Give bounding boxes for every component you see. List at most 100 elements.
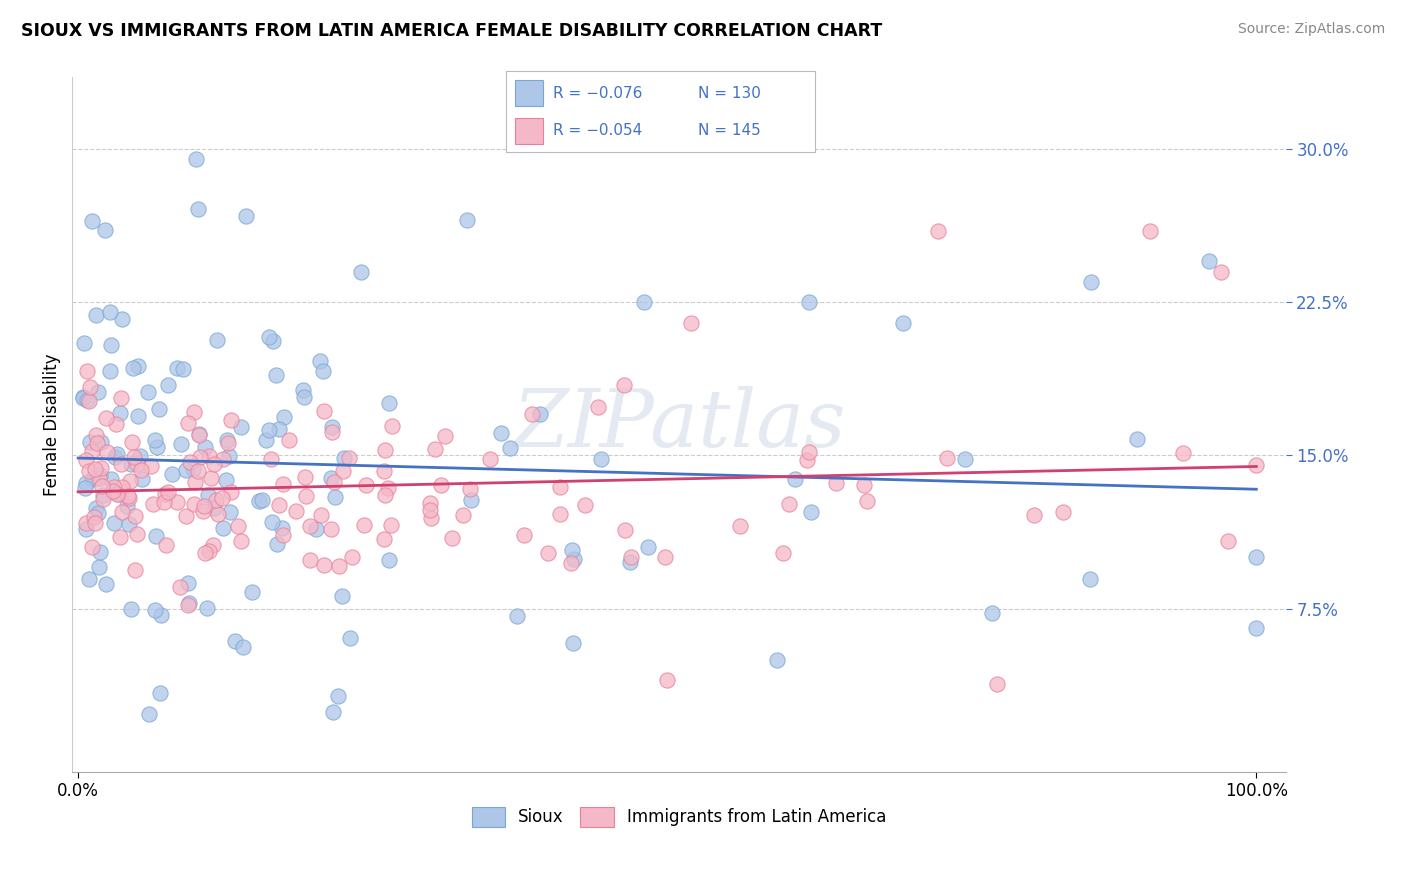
Point (273, 409, 295, 424)
Point (118, 517, 141, 532)
Point (87, 385, 110, 400)
Point (110, 391, 132, 405)
Point (350, 264, 373, 278)
Point (204, 492, 226, 507)
Point (309, 353, 332, 368)
Point (529, 408, 551, 422)
Point (856, 493, 879, 508)
Point (75, 522, 97, 536)
Point (728, 518, 751, 533)
Point (561, 542, 583, 557)
Point (111, 481, 134, 495)
Point (174, 508, 197, 523)
Point (254, 433, 277, 447)
Point (105, 487, 128, 501)
Point (425, 442, 447, 457)
Point (76, 392, 98, 407)
Point (121, 435, 143, 450)
Point (103, 481, 125, 495)
Point (312, 403, 335, 417)
Point (90, 435, 112, 450)
Point (797, 295, 820, 310)
Point (89, 468, 111, 483)
Point (1171, 446, 1194, 460)
Point (187, 202, 209, 216)
Point (127, 359, 149, 373)
Point (219, 484, 242, 499)
Point (321, 419, 343, 434)
Point (271, 527, 294, 541)
Point (259, 451, 281, 466)
Point (89, 545, 111, 559)
Point (380, 518, 402, 533)
Point (101, 484, 124, 499)
Point (139, 458, 162, 473)
Point (195, 601, 218, 615)
Point (240, 584, 263, 599)
Point (319, 522, 342, 536)
Point (1139, 224, 1161, 238)
Point (201, 538, 224, 552)
Point (153, 487, 176, 501)
Point (332, 450, 354, 465)
Point (127, 409, 149, 423)
Point (111, 311, 134, 326)
Point (250, 493, 273, 508)
Point (87, 471, 110, 485)
Point (654, 550, 676, 565)
Point (458, 482, 481, 496)
Point (76, 364, 98, 378)
Point (304, 522, 326, 536)
Point (156, 378, 179, 392)
Point (77, 572, 100, 586)
Point (138, 706, 160, 721)
Point (179, 596, 201, 610)
Point (110, 457, 132, 471)
Point (269, 499, 291, 513)
Legend: Sioux, Immigrants from Latin America: Sioux, Immigrants from Latin America (465, 801, 893, 833)
Point (91, 488, 114, 502)
Point (177, 599, 200, 613)
Point (157, 485, 180, 500)
Point (323, 475, 346, 490)
Point (548, 508, 571, 522)
Point (927, 224, 949, 238)
Point (194, 440, 217, 454)
Point (537, 546, 560, 560)
Point (83, 516, 105, 530)
Point (1246, 458, 1268, 473)
Point (381, 419, 404, 434)
Point (614, 523, 637, 537)
Point (321, 425, 343, 440)
Point (247, 494, 270, 508)
Point (520, 408, 543, 422)
Point (441, 531, 464, 545)
Point (1125, 433, 1147, 447)
Point (105, 417, 128, 431)
Point (111, 505, 134, 519)
Point (262, 334, 284, 349)
Point (312, 364, 335, 378)
Point (127, 458, 149, 472)
Point (75, 516, 97, 530)
Point (124, 563, 146, 577)
Point (84, 461, 107, 475)
Point (96, 411, 118, 425)
Point (72, 390, 94, 404)
Point (118, 491, 141, 505)
Point (200, 471, 222, 485)
Point (217, 433, 239, 447)
Point (75, 452, 97, 467)
Point (80, 540, 103, 554)
Point (198, 449, 221, 463)
Point (562, 636, 585, 650)
Point (489, 426, 512, 441)
Point (1198, 254, 1220, 268)
Point (986, 677, 1008, 691)
Point (118, 474, 141, 488)
Point (619, 555, 641, 569)
Point (211, 491, 233, 505)
Point (373, 488, 395, 502)
Point (83, 510, 105, 524)
Point (86, 501, 108, 516)
